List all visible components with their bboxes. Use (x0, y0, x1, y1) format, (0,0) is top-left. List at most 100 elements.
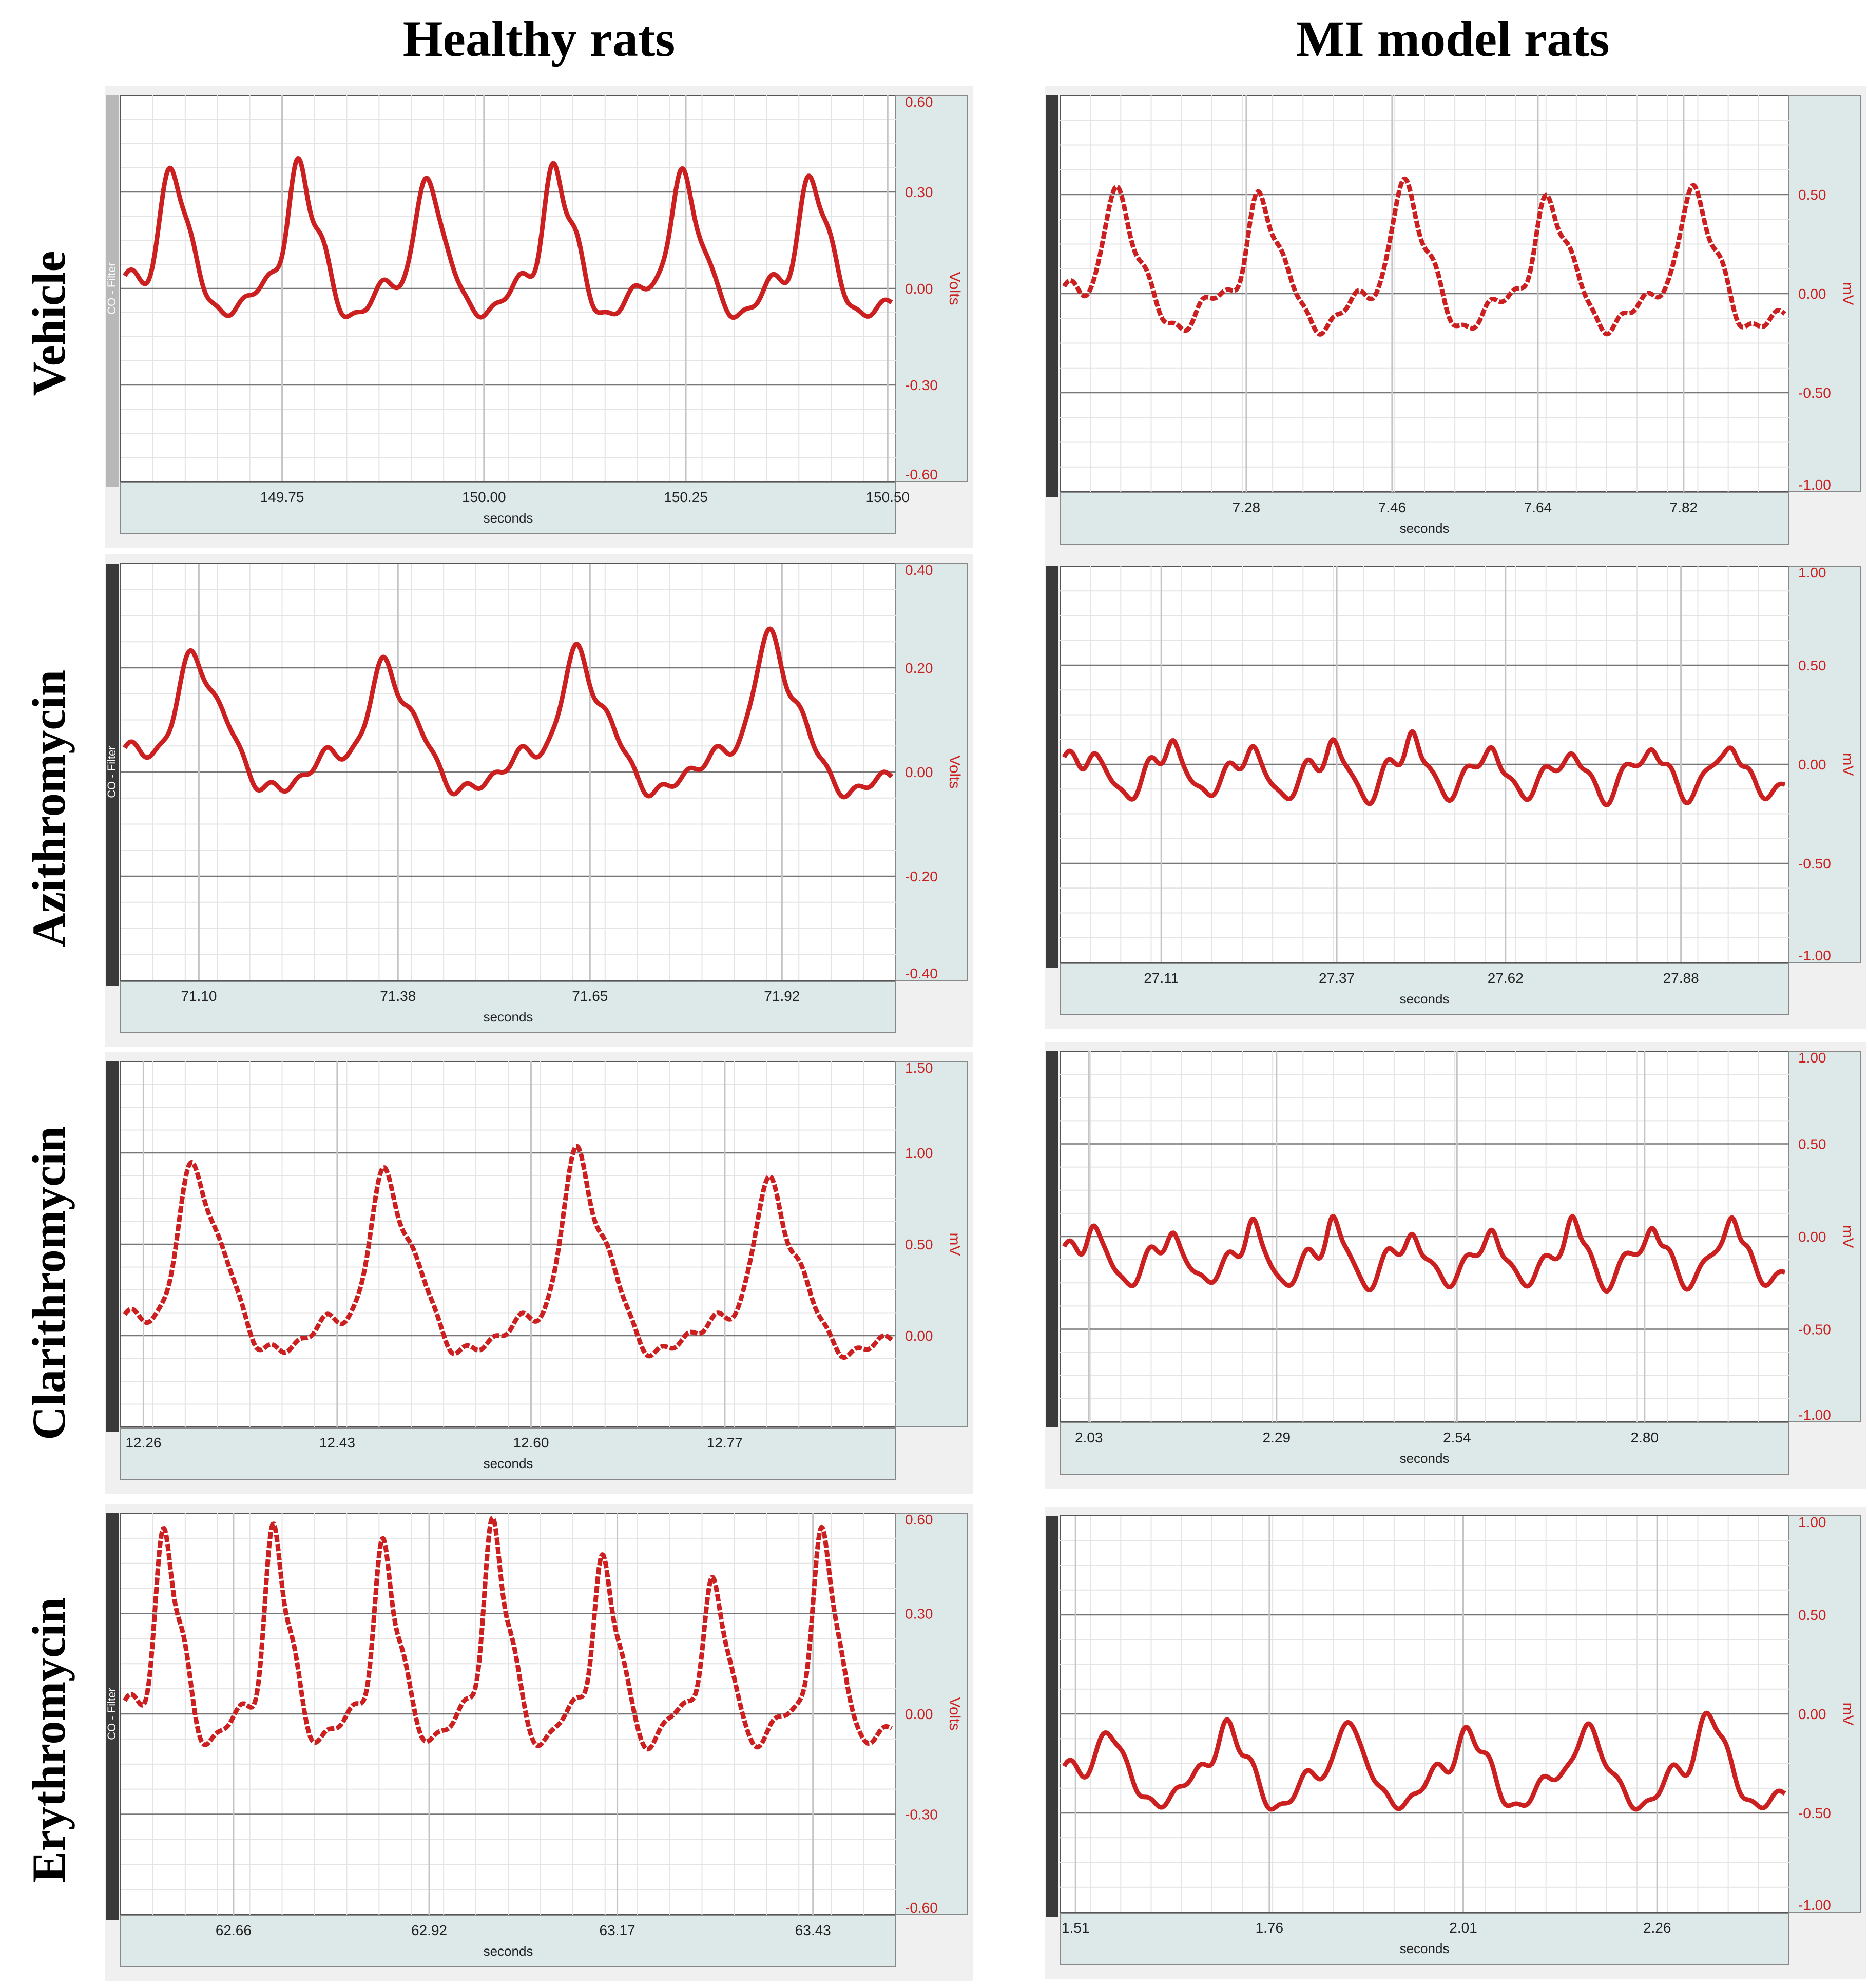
y-axis-label: mV (1839, 753, 1856, 776)
x-tick-label: 27.37 (1319, 970, 1355, 986)
y-axis-label: Volts (946, 1697, 963, 1730)
y-tick-label: 1.00 (1798, 1050, 1826, 1066)
row-label-clarithromycin: Clarithromycin (23, 1126, 75, 1440)
y-tick-label: -0.50 (1798, 385, 1831, 401)
x-axis-label: seconds (1400, 1451, 1450, 1466)
y-tick-label: 0.00 (1798, 1706, 1826, 1722)
y-tick-label: 1.00 (905, 1145, 933, 1161)
x-tick-label: 71.92 (764, 988, 800, 1004)
ecg-chart-svg: 0.60 0.30 0.00 -0.30 -0.60 Volts CO - Filter 62… (105, 1504, 973, 1981)
row-label-azithromycin: Azithromycin (23, 669, 75, 948)
y-tick-label: -0.30 (905, 377, 938, 393)
x-tick-label: 2.29 (1263, 1430, 1291, 1445)
x-axis-label: seconds (1400, 1941, 1450, 1956)
y-tick-label: 1.00 (1798, 1514, 1826, 1530)
x-tick-label: 1.76 (1256, 1920, 1284, 1936)
ecg-panel-healthy-vehicle: 0.60 0.30 0.00 -0.30 -0.60 Volts CO - Filter 14… (105, 86, 973, 548)
y-tick-label: 0.60 (905, 94, 933, 110)
ecg-panel-mi-azithromycin: 1.00 0.50 0.00 -0.50 -1.00 mV 27.11 27.37 27.62 2… (1045, 557, 1866, 1029)
ecg-chart-svg: 0.60 0.30 0.00 -0.30 -0.60 Volts CO - Filter 14… (105, 86, 973, 548)
channel-label: CO - Filter (105, 746, 118, 798)
ecg-trace (123, 1515, 893, 1752)
x-tick-label: 7.46 (1378, 499, 1407, 515)
channel-label: CO - Filter (105, 1688, 118, 1740)
channel-label: CO - Filter (105, 262, 118, 314)
x-tick-label: 12.26 (125, 1435, 161, 1451)
ecg-panel-mi-clarithromycin: 1.00 0.50 0.00 -0.50 -1.00 mV 2.03 2.29 2.54 2.80… (1045, 1042, 1866, 1489)
y-axis-label: Volts (946, 272, 963, 305)
ecg-trace (123, 156, 893, 320)
y-tick-label: -0.40 (905, 966, 938, 981)
y-tick-label: 0.50 (1798, 1607, 1826, 1623)
ecg-trace (1062, 1214, 1786, 1294)
y-axis-label: mV (1839, 282, 1856, 305)
ecg-chart-svg: 0.40 0.20 0.00 -0.20 -0.40 Volts CO - Filter 71… (105, 554, 973, 1047)
y-tick-label: 0.50 (905, 1237, 933, 1252)
y-tick-label: -0.50 (1798, 856, 1831, 872)
x-tick-label: 7.28 (1233, 499, 1261, 515)
y-tick-label: -1.00 (1798, 948, 1831, 963)
y-tick-label: -1.00 (1798, 1897, 1831, 1913)
ecg-chart-svg: 1.00 0.50 0.00 -0.50 -1.00 mV 27.11 27.37 27.62 2… (1045, 557, 1866, 1029)
ecg-chart-svg: 0.50 0.00 -0.50 -1.00 mV 7.28 7.46 7.64 7.82 seco… (1045, 86, 1866, 558)
ecg-trace (123, 626, 894, 800)
y-tick-label: -1.00 (1798, 1407, 1831, 1423)
y-tick-label: 0.50 (1798, 1136, 1826, 1152)
y-tick-label: 0.00 (905, 1706, 933, 1722)
x-tick-label: 27.11 (1144, 970, 1179, 986)
row-label-vehicle: Vehicle (23, 250, 75, 396)
row-label-erythromycin: Erythromycin (23, 1597, 75, 1883)
y-tick-label: -0.20 (905, 868, 938, 884)
x-tick-label: 12.77 (707, 1435, 743, 1451)
y-axis-label: mV (1839, 1703, 1856, 1726)
x-axis-label: seconds (1400, 991, 1450, 1007)
y-tick-label: 0.30 (905, 1606, 933, 1622)
ecg-trace (1062, 176, 1786, 337)
x-tick-label: 27.62 (1488, 970, 1524, 986)
x-tick-label: 2.01 (1449, 1920, 1477, 1936)
y-tick-label: 0.00 (905, 764, 933, 780)
x-tick-label: 62.92 (411, 1922, 447, 1938)
ecg-chart-svg: 1.00 0.50 0.00 -0.50 -1.00 mV 2.03 2.29 2.54 2.80… (1045, 1042, 1866, 1489)
x-tick-label: 12.43 (319, 1435, 355, 1451)
ecg-panel-healthy-erythromycin: 0.60 0.30 0.00 -0.30 -0.60 Volts CO - Filter 62… (105, 1504, 973, 1981)
y-tick-label: -0.30 (905, 1807, 938, 1823)
x-axis-label: seconds (484, 1456, 533, 1471)
y-tick-label: 0.50 (1798, 658, 1826, 673)
ecg-panel-healthy-azithromycin: 0.40 0.20 0.00 -0.20 -0.40 Volts CO - Filter 71… (105, 554, 973, 1047)
x-tick-label: 71.65 (572, 988, 608, 1004)
y-axis-label: Volts (946, 755, 963, 788)
y-tick-label: 1.00 (1798, 565, 1826, 581)
y-tick-label: 0.00 (905, 281, 933, 297)
x-tick-label: 71.10 (181, 988, 217, 1004)
x-tick-label: 150.50 (865, 489, 910, 505)
y-tick-label: -0.60 (905, 1900, 938, 1916)
x-tick-label: 150.00 (462, 489, 506, 505)
x-tick-label: 71.38 (380, 988, 416, 1004)
y-tick-label: 0.00 (1798, 757, 1826, 773)
x-tick-label: 27.88 (1663, 970, 1699, 986)
y-tick-label: 0.00 (1798, 1229, 1826, 1245)
ecg-panel-mi-vehicle: 0.50 0.00 -0.50 -1.00 mV 7.28 7.46 7.64 7.82 seco… (1045, 86, 1866, 558)
y-tick-label: 0.60 (905, 1512, 933, 1528)
y-tick-label: -0.50 (1798, 1322, 1831, 1338)
y-tick-label: -1.00 (1798, 477, 1831, 493)
y-axis-label: mV (946, 1233, 963, 1256)
x-axis-label: seconds (484, 1009, 533, 1025)
y-axis-label: mV (1839, 1225, 1856, 1248)
y-tick-label: 0.50 (1798, 187, 1826, 203)
y-tick-label: -0.50 (1798, 1805, 1831, 1821)
y-tick-label: 0.00 (905, 1328, 933, 1344)
healthy-rats-header: Healthy rats (402, 10, 676, 67)
x-tick-label: 2.54 (1443, 1430, 1471, 1445)
x-tick-label: 150.25 (664, 489, 708, 505)
ecg-chart-svg: 1.00 0.50 0.00 -0.50 -1.00 mV 1.51 1.76 2.01 2.26… (1045, 1507, 1866, 1979)
x-tick-label: 1.51 (1062, 1920, 1090, 1936)
y-tick-label: 0.20 (905, 660, 933, 676)
ecg-panel-healthy-clarithromycin: 1.50 1.00 0.50 0.00 mV 12.26 12.43 12.60 12.77 se… (105, 1052, 973, 1494)
x-axis-label: seconds (1400, 520, 1450, 536)
y-tick-label: -0.60 (905, 467, 938, 482)
ecg-trace (123, 1144, 893, 1360)
x-tick-label: 7.64 (1524, 499, 1552, 515)
y-tick-label: 0.30 (905, 184, 933, 200)
